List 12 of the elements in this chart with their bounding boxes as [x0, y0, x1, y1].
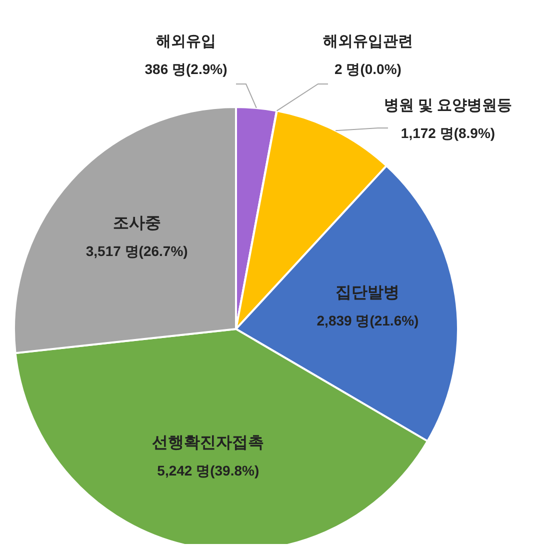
slice-label: 병원 및 요양병원등	[384, 97, 512, 114]
slice-label: 선행확진자접촉	[152, 434, 264, 452]
data-label: 5,242 명(39.8%)	[157, 462, 260, 478]
slice-label: 해외유입	[156, 33, 216, 50]
slice-label: 조사중	[112, 215, 161, 232]
slice-label: 집단발병	[336, 284, 400, 302]
data-label: 3,517 명(26.7%)	[86, 243, 188, 260]
data-label: 386 명(2.9%)	[144, 61, 228, 77]
slice-label: 해외유입관련	[323, 33, 413, 50]
data-label: 1,172 명(8.9%)	[400, 125, 496, 141]
data-label: 2 명(0.0%)	[334, 61, 402, 77]
data-label: 2,839 명(21.6%)	[316, 312, 419, 328]
